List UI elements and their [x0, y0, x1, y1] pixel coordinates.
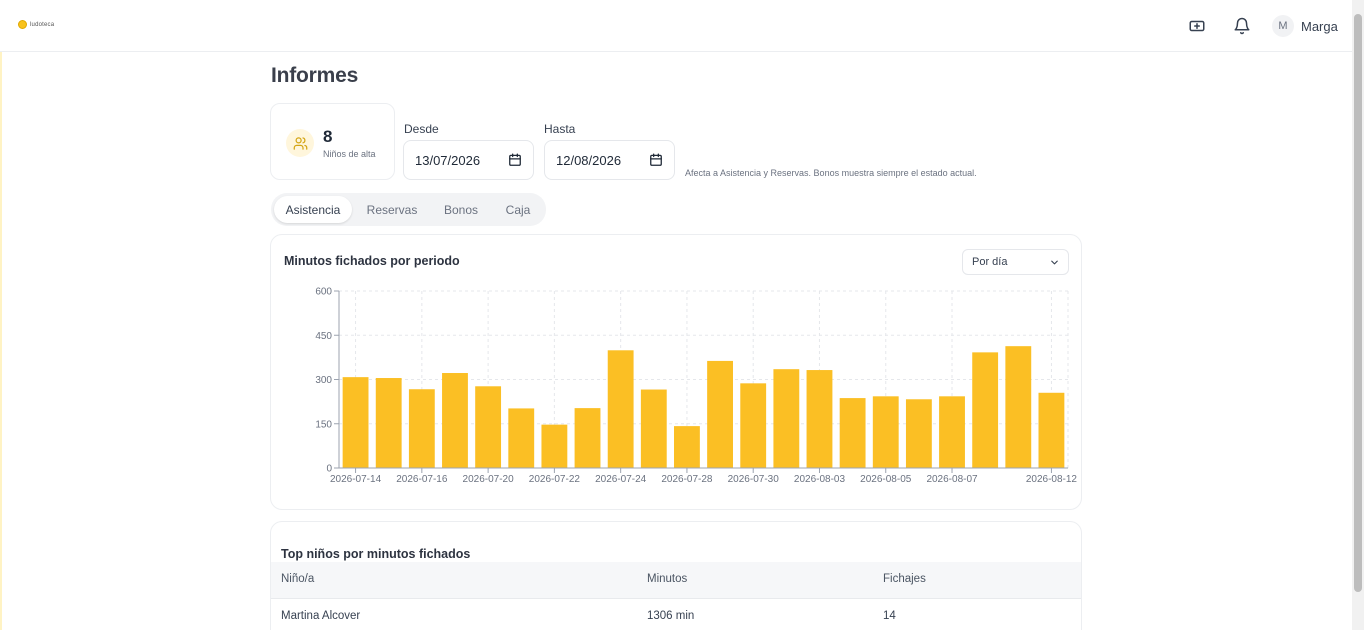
calendar-icon[interactable] — [649, 153, 663, 167]
ticket-icon[interactable] — [1188, 17, 1206, 35]
x-tick-label: 2026-08-12 — [1026, 474, 1078, 485]
top-children-table-card: Top niños por minutos fichados Niño/a Mi… — [270, 521, 1082, 630]
scrollbar[interactable] — [1352, 0, 1364, 630]
chevron-down-icon — [1049, 257, 1060, 268]
column-header-child: Niño/a — [281, 573, 315, 585]
tab-asistencia[interactable]: Asistencia — [274, 196, 352, 223]
period-select[interactable]: Por día — [962, 249, 1069, 275]
x-tick-label: 2026-08-03 — [794, 474, 846, 485]
stat-value: 8 — [323, 127, 333, 146]
calendar-icon[interactable] — [508, 153, 522, 167]
bar — [442, 373, 468, 468]
tab-caja[interactable]: Caja — [505, 202, 531, 217]
y-tick-label: 600 — [315, 287, 332, 298]
page-accent-stripe — [0, 0, 2, 630]
bar — [541, 424, 568, 468]
bar — [674, 426, 700, 468]
cell-child-name: Martina Alcover — [281, 610, 361, 622]
y-tick-label: 0 — [326, 464, 332, 475]
bar — [607, 350, 634, 468]
cell-minutes: 1306 min — [647, 610, 695, 622]
period-select-value: Por día — [972, 256, 1008, 268]
logo-text: ludoteca — [30, 21, 55, 28]
bar — [707, 360, 733, 468]
bar — [475, 386, 502, 468]
stat-label: Niños de alta — [323, 149, 376, 159]
bar — [574, 408, 601, 468]
bar-chart: 0 150 300 450 600 2026-07-14 2026-07-16 2026-07… — [315, 287, 1078, 486]
to-label: Hasta — [544, 122, 576, 136]
stat-card-children: 8 Niños de alta — [270, 103, 395, 180]
to-date-input[interactable]: 12/08/2026 — [544, 140, 675, 180]
tab-reservas[interactable]: Reservas — [366, 202, 418, 217]
from-date-input[interactable]: 13/07/2026 — [403, 140, 534, 180]
bar — [740, 383, 767, 468]
from-label: Desde — [404, 122, 439, 136]
bar — [839, 398, 866, 468]
users-icon — [286, 129, 314, 157]
x-tick-label: 2026-07-30 — [728, 474, 780, 485]
x-tick-label: 2026-07-28 — [661, 474, 713, 485]
bar — [1005, 346, 1032, 468]
user-name: Marga — [1301, 18, 1338, 34]
x-tick-label: 2026-07-22 — [529, 474, 581, 485]
scrollbar-thumb[interactable] — [1354, 14, 1362, 592]
bell-icon[interactable] — [1233, 17, 1251, 35]
bar — [375, 378, 402, 468]
tab-bonos[interactable]: Bonos — [443, 202, 479, 217]
x-tick-label: 2026-08-05 — [860, 474, 912, 485]
bar — [905, 399, 932, 468]
bar — [806, 370, 833, 468]
to-date-value: 12/08/2026 — [556, 152, 622, 168]
avatar: M — [1272, 15, 1294, 37]
column-header-minutes: Minutos — [647, 573, 688, 585]
top-bar: ludoteca M Marga — [0, 0, 1352, 52]
bar — [408, 389, 435, 468]
x-tick-label: 2026-07-14 — [330, 474, 382, 485]
y-tick-label: 300 — [315, 375, 332, 386]
chart-card: Minutos fichados por periodo Por día 0 15… — [270, 234, 1082, 510]
x-tick-label: 2026-07-20 — [463, 474, 515, 485]
y-tick-label: 450 — [315, 331, 332, 342]
bar — [773, 369, 800, 468]
bar — [508, 408, 535, 468]
page-title: Informes — [271, 64, 359, 87]
table-row[interactable]: Martina Alcover 1306 min 14 — [271, 599, 1081, 630]
app-logo[interactable]: ludoteca — [18, 20, 54, 29]
report-tabs: Asistencia Reservas Bonos Caja — [271, 193, 546, 226]
bar — [342, 377, 369, 468]
logo-mark — [18, 20, 27, 29]
x-tick-label: 2026-07-16 — [396, 474, 448, 485]
chart-title: Minutos fichados por periodo — [284, 254, 460, 268]
bar — [972, 352, 999, 468]
filter-hint: Afecta a Asistencia y Reservas. Bonos mu… — [685, 168, 977, 178]
cell-clockings: 14 — [883, 610, 896, 622]
y-tick-label: 150 — [315, 419, 332, 430]
column-header-clockings: Fichajes — [883, 573, 926, 585]
table-header: Niño/a Minutos Fichajes — [271, 562, 1081, 599]
bar — [1038, 392, 1065, 468]
table-title: Top niños por minutos fichados — [281, 547, 471, 561]
bar — [640, 389, 667, 468]
bar — [939, 396, 965, 468]
bar — [872, 396, 899, 468]
x-tick-label: 2026-08-07 — [926, 474, 978, 485]
user-menu[interactable]: M Marga — [1272, 15, 1338, 37]
from-date-value: 13/07/2026 — [415, 152, 481, 168]
x-tick-label: 2026-07-24 — [595, 474, 647, 485]
